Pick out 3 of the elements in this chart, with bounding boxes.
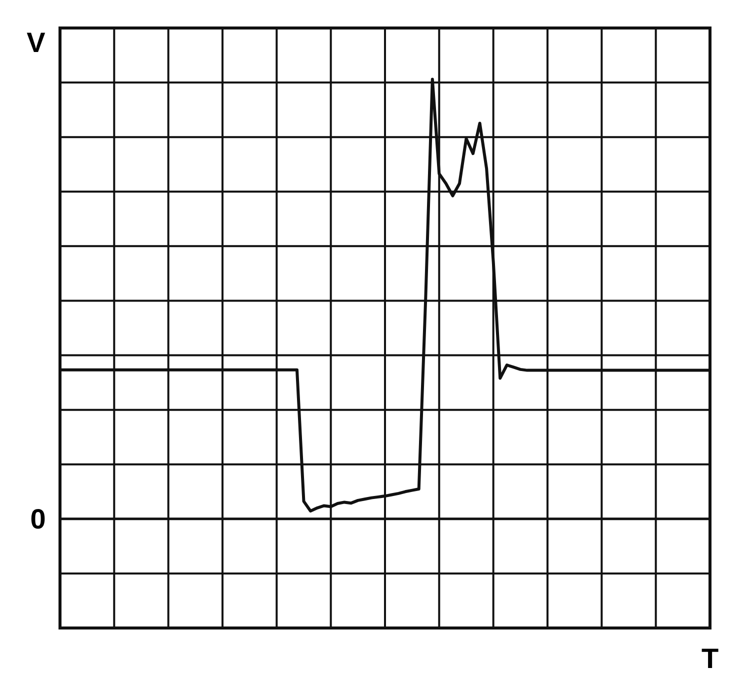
ref-line-label: 0	[30, 504, 46, 535]
y-axis-title: V	[26, 27, 46, 58]
x-axis-title: T	[701, 643, 719, 674]
